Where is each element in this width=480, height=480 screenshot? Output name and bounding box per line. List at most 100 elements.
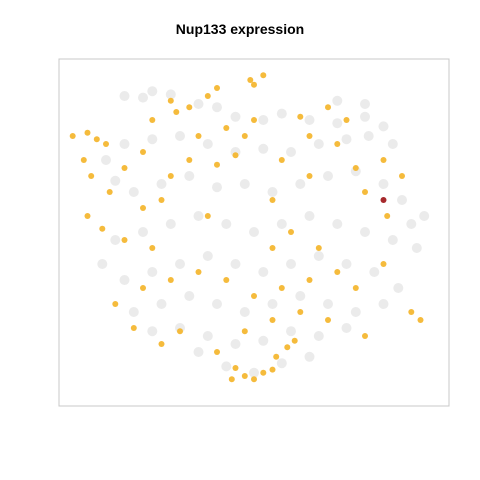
background-cell-point xyxy=(406,219,417,229)
expressing-cell-point xyxy=(380,157,387,163)
expressing-cell-point xyxy=(352,165,359,171)
expressing-cell-point xyxy=(149,245,156,251)
expressing-cell-point xyxy=(93,136,100,143)
expressing-cell-point xyxy=(99,225,106,232)
background-cell-point xyxy=(363,131,374,141)
expressing-cell-point xyxy=(269,245,276,251)
expressing-cell-point xyxy=(88,173,95,179)
expressing-cell-point xyxy=(223,277,230,283)
background-cell-point xyxy=(397,195,407,205)
expressing-cell-point xyxy=(214,349,220,355)
expressing-cell-point xyxy=(278,285,285,291)
expressing-cell-point xyxy=(186,104,193,111)
expressing-cell-point xyxy=(121,165,128,171)
background-cell-point xyxy=(258,267,269,277)
background-cell-point xyxy=(267,187,278,197)
background-cell-point xyxy=(313,331,324,341)
background-cell-point xyxy=(128,307,139,317)
background-cell-point xyxy=(332,118,343,129)
background-cell-point xyxy=(202,331,213,341)
background-cell-point xyxy=(350,307,361,317)
background-cell-point xyxy=(258,335,269,346)
background-cell-point xyxy=(304,115,315,125)
expressing-cell-point xyxy=(260,72,267,79)
expressing-cell-point xyxy=(297,113,304,120)
background-cell-point xyxy=(332,219,343,229)
background-cell-point xyxy=(147,326,158,337)
expressing-cell-point xyxy=(315,245,322,251)
background-cell-point xyxy=(295,179,306,189)
background-cell-point xyxy=(147,86,158,97)
expressing-cell-point xyxy=(106,189,113,195)
background-cell-point xyxy=(165,89,176,100)
expressing-cell-point xyxy=(291,337,298,344)
expressing-cell-point xyxy=(140,285,146,291)
background-cell-point xyxy=(419,211,430,221)
expressing-cell-point xyxy=(241,373,248,379)
background-cell-point xyxy=(378,299,389,309)
expressing-cell-point xyxy=(140,149,146,155)
expressing-cell-point xyxy=(306,277,313,283)
background-cell-point xyxy=(97,259,108,269)
background-cell-point xyxy=(369,267,380,277)
expressing-cell-point xyxy=(130,325,137,331)
expressing-cell-point xyxy=(251,81,257,88)
expressing-cell-point xyxy=(158,341,165,347)
background-cell-point xyxy=(258,143,269,154)
expressing-cell-point xyxy=(167,173,174,179)
scatter-points xyxy=(69,72,430,383)
background-cell-point xyxy=(313,251,324,261)
background-cell-point xyxy=(378,179,389,189)
expressing-cell-point xyxy=(167,277,174,283)
expressing-cell-point xyxy=(241,133,248,139)
expressing-cell-point xyxy=(408,309,415,315)
expressing-cell-point xyxy=(103,141,109,147)
background-cell-point xyxy=(156,179,167,189)
background-cell-point xyxy=(304,351,315,362)
background-cell-point xyxy=(378,121,389,132)
background-cell-point xyxy=(175,259,185,269)
background-cell-point xyxy=(119,275,130,285)
background-cell-point xyxy=(110,235,121,245)
expressing-cell-point xyxy=(384,213,391,219)
background-cell-point xyxy=(230,111,241,122)
expressing-cell-point xyxy=(80,157,87,163)
expressing-cell-point xyxy=(284,344,291,351)
expressing-cell-point xyxy=(121,237,128,243)
background-cell-point xyxy=(156,299,167,309)
background-cell-point xyxy=(276,219,287,229)
background-cell-point xyxy=(193,347,204,357)
expressing-cell-point xyxy=(195,269,202,275)
background-cell-point xyxy=(313,139,324,149)
background-cell-point xyxy=(267,299,278,309)
expressing-cell-point xyxy=(247,77,254,83)
expressing-cell-point xyxy=(288,229,294,235)
expressing-cell-point xyxy=(269,197,276,203)
background-cell-point xyxy=(295,291,306,301)
background-cell-point xyxy=(332,95,343,106)
background-cell-point xyxy=(212,299,222,309)
expressing-cell-point xyxy=(186,157,193,163)
background-cell-point xyxy=(110,175,121,186)
background-cell-point xyxy=(128,187,139,197)
expressing-cell-point xyxy=(251,117,257,123)
background-cell-point xyxy=(341,323,352,333)
background-cell-point xyxy=(119,139,130,149)
background-cell-point xyxy=(341,259,352,269)
expressing-cell-point xyxy=(273,353,280,360)
background-cell-point xyxy=(411,243,422,253)
background-cell-point xyxy=(276,108,287,119)
background-cell-point xyxy=(360,99,370,109)
background-cell-point xyxy=(184,171,195,181)
expressing-cell-point xyxy=(269,317,276,323)
background-cell-point xyxy=(138,227,148,237)
background-cell-point xyxy=(387,235,398,245)
expressing-cell-point xyxy=(251,376,257,383)
background-cell-point xyxy=(286,147,296,157)
background-cell-point xyxy=(193,99,204,109)
expressing-cell-point xyxy=(399,173,405,179)
background-cell-point xyxy=(239,307,250,317)
expressing-cell-point xyxy=(84,129,91,136)
background-cell-point xyxy=(258,115,269,125)
